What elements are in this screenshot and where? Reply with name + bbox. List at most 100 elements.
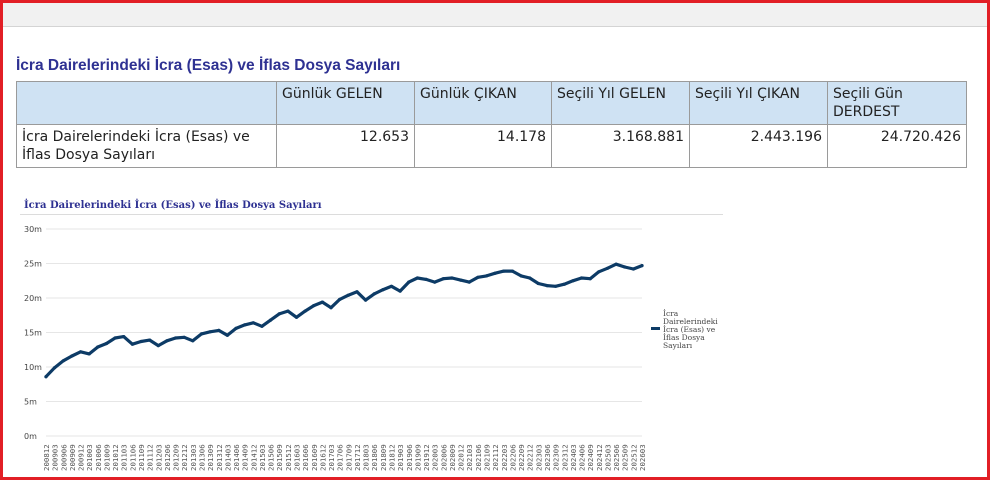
x-tick-label: 201603 <box>292 444 301 471</box>
data-point <box>510 269 514 273</box>
table-cell-label: İcra Dairelerindeki İcra (Esas) ve İflas… <box>16 124 277 168</box>
data-point <box>277 312 281 316</box>
data-point <box>631 267 636 271</box>
legend-swatch <box>651 327 660 330</box>
data-point <box>605 266 610 270</box>
x-tick-label: 201409 <box>241 444 250 471</box>
x-tick-label: 202306 <box>543 444 552 471</box>
x-tick-label: 202103 <box>465 444 474 471</box>
x-tick-label: 201403 <box>223 444 232 471</box>
data-point <box>459 278 463 282</box>
x-tick-label: 201309 <box>206 444 215 471</box>
x-tick-label: 202106 <box>474 444 483 471</box>
data-point <box>312 304 316 308</box>
data-point <box>130 342 134 346</box>
y-tick-label: 5m <box>24 398 37 407</box>
y-tick-label: 10m <box>24 363 42 372</box>
x-tick-label: 202509 <box>621 444 630 471</box>
x-tick-label: 201503 <box>258 444 267 471</box>
series-line <box>44 262 644 379</box>
data-point <box>640 264 644 268</box>
data-point <box>562 282 566 286</box>
y-tick-label: 25m <box>24 260 42 269</box>
data-point <box>70 354 74 358</box>
table-cell-value: 24.720.426 <box>827 124 967 168</box>
x-axis-labels: 200812 200903 200906 200909 200912 201003 2010… <box>42 444 647 471</box>
x-tick-label: 202012 <box>457 444 466 471</box>
data-point <box>79 350 83 354</box>
data-point <box>251 321 255 325</box>
data-point <box>450 276 454 280</box>
table-cell-value: 3.168.881 <box>551 124 690 168</box>
data-point <box>389 284 394 288</box>
x-tick-label: 200912 <box>77 444 86 471</box>
grid-layer <box>46 228 642 437</box>
summary-table: Günlük GELEN Günlük ÇIKAN Seçili Yıl GEL… <box>16 81 967 168</box>
data-point <box>398 289 402 293</box>
legend-label: İcra Dairelerindeki İcra (Esas) ve İflas Do… <box>663 309 718 350</box>
chart-title-divider <box>20 214 723 215</box>
table-header-cell: Seçili Yıl ÇIKAN <box>689 81 828 125</box>
x-tick-label: 201412 <box>249 444 258 471</box>
data-point <box>174 336 178 340</box>
data-point <box>467 280 471 284</box>
data-point <box>329 306 333 310</box>
x-tick-label: 201712 <box>353 444 362 471</box>
table-header-row: Günlük GELEN Günlük ÇIKAN Seçili Yıl GEL… <box>16 81 967 125</box>
x-tick-label: 201812 <box>388 444 397 471</box>
y-tick-label: 20m <box>24 294 42 303</box>
x-tick-label: 202109 <box>483 444 492 471</box>
data-point <box>588 277 592 281</box>
data-point <box>554 284 558 288</box>
x-tick-label: 202003 <box>431 444 440 471</box>
x-tick-label: 201012 <box>111 444 120 471</box>
data-point <box>338 297 342 301</box>
x-tick-label: 202212 <box>526 444 535 471</box>
x-tick-label: 200812 <box>42 444 51 471</box>
y-tick-label: 15m <box>24 329 42 338</box>
table-header-cell: Günlük ÇIKAN <box>414 81 552 125</box>
data-point <box>484 274 489 278</box>
y-tick-label: 30m <box>24 225 42 234</box>
x-tick-label: 201109 <box>137 444 146 471</box>
x-tick-label: 201803 <box>362 444 371 471</box>
top-toolbar <box>3 3 987 27</box>
data-point <box>148 338 152 342</box>
table-header-cell: Seçili Gün DERDEST <box>827 81 967 125</box>
x-tick-label: 202512 <box>629 444 638 471</box>
x-tick-label: 201706 <box>336 444 345 471</box>
data-point <box>579 276 584 280</box>
table-header-cell: Seçili Yıl GELEN <box>551 81 690 125</box>
x-tick-label: 201209 <box>172 444 181 471</box>
data-point <box>269 318 273 322</box>
data-point <box>441 277 445 281</box>
x-tick-label: 202406 <box>578 444 587 471</box>
data-point <box>536 281 540 286</box>
x-tick-label: 202206 <box>508 444 517 471</box>
chart-legend: İcra Dairelerindeki İcra (Esas) ve İflas Do… <box>651 309 718 350</box>
data-point <box>355 290 359 294</box>
data-point <box>286 309 290 313</box>
data-point <box>424 277 428 281</box>
data-point <box>234 326 238 330</box>
x-tick-label: 201103 <box>120 444 129 471</box>
x-tick-label: 200906 <box>59 444 68 471</box>
x-tick-label: 201509 <box>275 444 284 471</box>
data-point <box>493 271 497 275</box>
x-tick-label: 202603 <box>638 444 647 471</box>
data-point <box>53 366 57 370</box>
data-point <box>476 275 480 279</box>
data-point <box>208 330 212 334</box>
x-tick-label: 201609 <box>310 444 319 471</box>
x-tick-label: 201112 <box>146 444 155 471</box>
data-point <box>122 335 126 339</box>
x-tick-label: 202112 <box>491 444 500 471</box>
x-tick-label: 201909 <box>413 444 422 471</box>
data-point <box>260 324 264 328</box>
x-tick-label: 202303 <box>534 444 543 471</box>
data-point <box>104 341 109 346</box>
data-point <box>113 336 117 340</box>
data-point <box>372 292 376 296</box>
